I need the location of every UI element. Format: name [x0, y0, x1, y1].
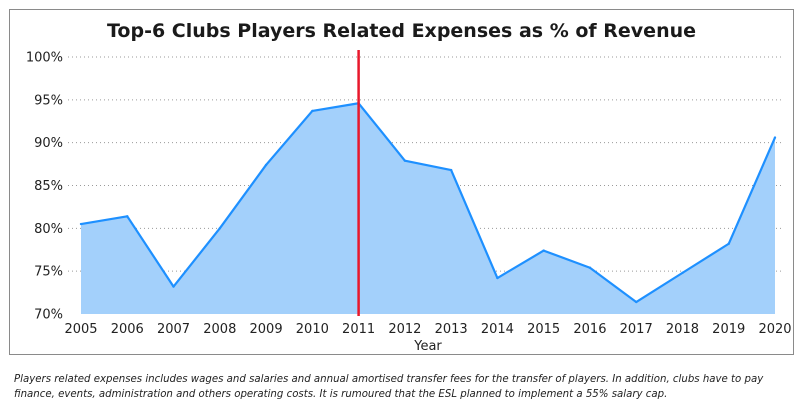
data-point — [79, 222, 83, 226]
data-point — [172, 285, 175, 288]
x-tick-label: 2011 — [342, 322, 375, 337]
x-tick-label: 2016 — [573, 322, 606, 337]
footnote: Players related expenses includes wages … — [14, 374, 764, 400]
chart-title: Top-6 Clubs Players Related Expenses as … — [106, 20, 697, 42]
y-tick-label: 100% — [26, 51, 63, 66]
data-point — [218, 227, 221, 230]
y-tick-label: 95% — [34, 93, 63, 108]
x-tick-label: 2008 — [203, 322, 236, 337]
data-point — [727, 242, 730, 245]
y-tick-label: 80% — [34, 222, 63, 237]
area-fill — [81, 103, 775, 314]
x-tick-label: 2015 — [527, 322, 560, 337]
data-point — [496, 276, 499, 280]
y-tick-label: 70% — [34, 308, 63, 323]
x-axis-title: Year — [413, 339, 442, 354]
chart-frame: Top-6 Clubs Players Related Expenses as … — [9, 9, 794, 355]
data-point — [773, 136, 777, 139]
x-tick-label: 2007 — [157, 322, 190, 337]
data-point — [635, 300, 638, 304]
x-tick-label: 2020 — [758, 322, 791, 337]
x-tick-label: 2018 — [666, 322, 699, 337]
x-tick-label: 2014 — [481, 322, 514, 337]
data-point — [542, 249, 545, 252]
x-tick-label: 2006 — [111, 322, 144, 337]
data-point — [311, 109, 314, 113]
area-chart: 70% 75% 80% 85% 90% 95% 100% 2005 2006 2007 2008 20… — [26, 50, 792, 354]
x-tick-label: 2013 — [435, 322, 468, 337]
data-point — [588, 266, 592, 269]
y-tick-label: 90% — [34, 136, 63, 151]
x-tick-label: 2017 — [620, 322, 653, 337]
x-tick-label: 2019 — [712, 322, 745, 337]
data-point — [403, 159, 407, 162]
x-tick-label: 2012 — [388, 322, 421, 337]
x-tick-label: 2010 — [296, 322, 329, 337]
y-tick-label: 75% — [34, 265, 63, 280]
data-point — [681, 271, 684, 275]
data-point — [449, 168, 453, 172]
data-point — [264, 163, 268, 167]
y-tick-label: 85% — [34, 179, 63, 194]
x-tick-label: 2005 — [64, 322, 97, 337]
series-line — [80, 102, 777, 304]
data-point — [126, 215, 129, 218]
x-tick-label: 2009 — [250, 322, 283, 337]
